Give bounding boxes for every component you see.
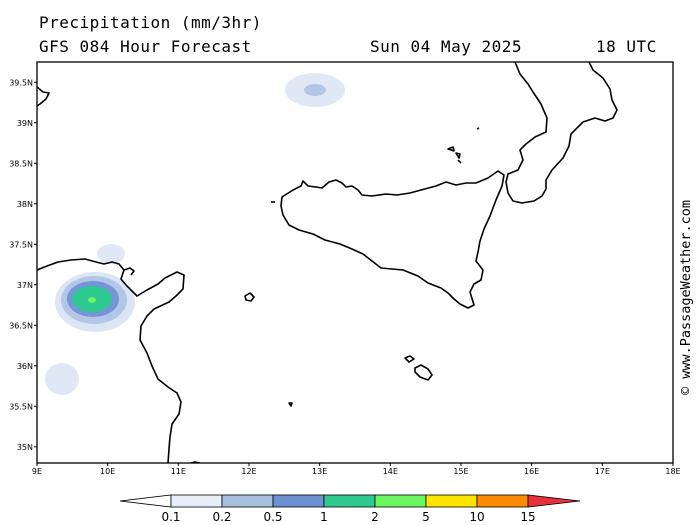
precip-area bbox=[97, 244, 125, 264]
island-aeolian bbox=[447, 146, 455, 152]
legend-label: 10 bbox=[469, 510, 484, 524]
precip-area bbox=[88, 297, 96, 303]
coastline-cape-bon bbox=[123, 267, 135, 276]
legend-label: 0.2 bbox=[212, 510, 231, 524]
forecast-time: 18 UTC bbox=[596, 37, 657, 56]
island-lampedusa bbox=[288, 402, 293, 407]
coastlines bbox=[37, 62, 618, 463]
coastline-sicily bbox=[280, 170, 505, 309]
lat-tick-label: 39.5N bbox=[9, 78, 33, 87]
credit-watermark: © www.PassageWeather.com bbox=[678, 200, 694, 395]
island-aeolian bbox=[455, 152, 461, 159]
lat-tick-label: 37N bbox=[17, 281, 33, 290]
lat-tick-label: 37.5N bbox=[9, 240, 33, 249]
map-title: Precipitation (mm/3hr) bbox=[39, 13, 262, 32]
map-frame bbox=[36, 61, 674, 464]
lon-tick-label: 12E bbox=[241, 467, 256, 476]
legend-swatch bbox=[476, 494, 529, 508]
coastline-sardinia bbox=[37, 86, 50, 107]
legend-label: 0.1 bbox=[161, 510, 180, 524]
lon-tick-label: 18E bbox=[665, 467, 680, 476]
legend-swatch bbox=[119, 494, 172, 508]
legend-label: 5 bbox=[422, 510, 430, 524]
lon-tick-label: 13E bbox=[312, 467, 327, 476]
lon-tick-label: 10E bbox=[100, 467, 115, 476]
legend-label: 1 bbox=[320, 510, 328, 524]
forecast-subtitle: GFS 084 Hour Forecast bbox=[39, 37, 252, 56]
island-malta bbox=[414, 364, 433, 381]
longitude-axis: 9E 10E 11E 12E 13E 14E 15E 16E 17E 18E bbox=[32, 463, 681, 476]
lat-tick-label: 35N bbox=[17, 443, 33, 452]
legend-swatch bbox=[425, 494, 478, 508]
lat-tick-label: 39N bbox=[17, 119, 33, 128]
island-aeolian bbox=[457, 159, 462, 164]
island-pantelleria bbox=[244, 292, 255, 302]
legend-label: 2 bbox=[371, 510, 379, 524]
credit-text: © www.PassageWeather.com bbox=[678, 200, 694, 395]
lat-tick-label: 38.5N bbox=[9, 159, 33, 168]
lat-tick-label: 35.5N bbox=[9, 402, 33, 411]
lat-tick-label: 36N bbox=[17, 362, 33, 371]
color-legend: 0.1 0.2 0.5 1 2 5 10 15 bbox=[119, 494, 581, 524]
lon-tick-label: 9E bbox=[32, 467, 42, 476]
latitude-axis: 39.5N 39N 38.5N 38N 37.5N 37N 36.5N 36N 35.5N 35N bbox=[9, 78, 37, 452]
precip-area bbox=[45, 363, 79, 395]
lon-tick-label: 17E bbox=[595, 467, 610, 476]
legend-bar bbox=[119, 494, 581, 508]
precip-layer bbox=[45, 73, 345, 395]
coastline-italy bbox=[505, 62, 618, 204]
coastline-tunisia bbox=[37, 258, 185, 463]
lon-tick-label: 11E bbox=[171, 467, 186, 476]
legend-swatch bbox=[374, 494, 427, 508]
lon-tick-label: 16E bbox=[524, 467, 539, 476]
legend-label: 0.5 bbox=[263, 510, 282, 524]
lat-tick-label: 36.5N bbox=[9, 321, 33, 330]
legend-swatch bbox=[170, 494, 223, 508]
legend-swatch bbox=[323, 494, 376, 508]
legend-swatch bbox=[272, 494, 325, 508]
lat-tick-label: 38N bbox=[17, 200, 33, 209]
legend-swatch bbox=[221, 494, 274, 508]
lon-tick-label: 14E bbox=[383, 467, 398, 476]
island-gozo bbox=[404, 355, 415, 363]
legend-label: 15 bbox=[520, 510, 535, 524]
precip-area bbox=[304, 84, 326, 96]
island-stromboli bbox=[476, 127, 480, 130]
lon-tick-label: 15E bbox=[453, 467, 468, 476]
forecast-date: Sun 04 May 2025 bbox=[370, 37, 522, 56]
legend-swatch bbox=[527, 494, 581, 508]
legend-labels: 0.1 0.2 0.5 1 2 5 10 15 bbox=[161, 510, 535, 524]
